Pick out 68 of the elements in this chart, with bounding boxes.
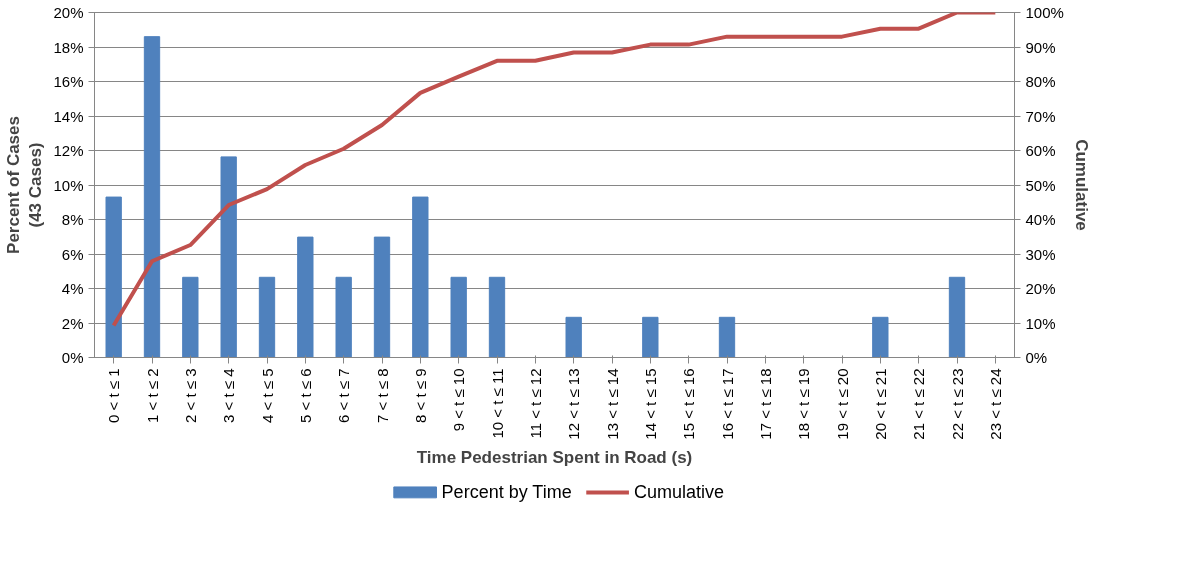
x-tick-label: 19 < t ≤ 20	[833, 368, 851, 440]
x-tick-label: 10 < t ≤ 11	[488, 368, 506, 439]
y-tick-label: 12%	[53, 142, 84, 159]
y2-tick-label: 30%	[1025, 245, 1056, 263]
x-tick-label: 6 < t ≤ 7	[335, 368, 353, 424]
bar	[718, 316, 736, 358]
bar	[373, 236, 391, 358]
x-tick-label: 0 < t ≤ 1	[105, 368, 123, 424]
x-tick-label: 9 < t ≤ 10	[450, 368, 468, 432]
bar	[105, 196, 122, 358]
x-tick-label: 4 < t ≤ 5	[258, 368, 276, 424]
x-tick-label: 22 < t ≤ 23	[948, 368, 966, 440]
y2-tick-label: 80%	[1025, 73, 1056, 90]
x-tick-label: 17 < t ≤ 18	[756, 368, 774, 440]
y-tick-label: 8%	[61, 211, 84, 228]
legend-label: Cumulative	[634, 482, 725, 503]
bar	[182, 276, 199, 358]
y2-tick-label: 0%	[1025, 349, 1048, 366]
x-tick-label: 14 < t ≤ 15	[641, 368, 659, 440]
y-tick-label: 10%	[53, 176, 84, 194]
x-axis-title: Time Pedestrian Spent in Road (s)	[416, 447, 693, 467]
bar	[220, 156, 237, 358]
y-tick-label: 14%	[53, 107, 84, 125]
y2-tick-label: 10%	[1025, 314, 1056, 332]
legend-label: Percent by Time	[441, 482, 572, 503]
x-tick-label: 13 < t ≤ 14	[603, 368, 621, 440]
y2-tick-label: 100%	[1025, 4, 1064, 21]
y2-tick-label: 40%	[1025, 211, 1056, 228]
bar	[948, 276, 966, 358]
bar	[642, 316, 659, 358]
bar	[450, 276, 467, 358]
x-tick-label: 18 < t ≤ 19	[795, 368, 813, 440]
bar	[335, 276, 352, 358]
y-tick-label: 2%	[61, 314, 84, 332]
y-tick-label: 4%	[61, 280, 84, 297]
x-tick-label: 15 < t ≤ 16	[680, 368, 698, 440]
x-tick-label: 11 < t ≤ 12	[526, 368, 544, 439]
x-tick-label: 12 < t ≤ 13	[565, 368, 583, 440]
bar	[565, 316, 582, 358]
y2-tick-label: 20%	[1025, 280, 1056, 297]
y-tick-label: 20%	[53, 4, 84, 21]
x-tick-label: 20 < t ≤ 21	[871, 368, 889, 440]
x-tick-label: 7 < t ≤ 8	[373, 368, 391, 424]
y-tick-label: 6%	[61, 245, 84, 263]
bar	[412, 196, 429, 358]
x-tick-label: 1 < t ≤ 2	[143, 368, 161, 424]
y-axis-title: Percent of Cases (43 Cases)	[3, 116, 46, 254]
y2-tick-label: 60%	[1025, 142, 1056, 159]
y2-tick-label: 90%	[1025, 38, 1056, 56]
x-tick-label: 2 < t ≤ 3	[181, 368, 199, 424]
bar	[258, 276, 276, 358]
x-tick-label: 8 < t ≤ 9	[411, 368, 429, 424]
bar	[488, 276, 506, 358]
x-tick-label: 16 < t ≤ 17	[718, 368, 736, 440]
y-tick-label: 18%	[53, 38, 84, 56]
bar	[872, 316, 889, 358]
x-tick-label: 5 < t ≤ 6	[296, 368, 314, 424]
y2-axis-title: Cumulative	[1071, 139, 1091, 231]
x-tick-label: 21 < t ≤ 22	[910, 368, 928, 440]
x-tick-label: 3 < t ≤ 4	[220, 368, 238, 424]
line-series	[111, 12, 998, 328]
y2-tick-label: 50%	[1025, 176, 1056, 194]
y2-tick-label: 70%	[1025, 107, 1056, 125]
bar	[143, 36, 161, 358]
bar	[297, 236, 314, 358]
x-tick-label: 23 < t ≤ 24	[986, 368, 1004, 440]
y-tick-label: 16%	[53, 73, 84, 90]
y-tick-label: 0%	[61, 349, 84, 366]
